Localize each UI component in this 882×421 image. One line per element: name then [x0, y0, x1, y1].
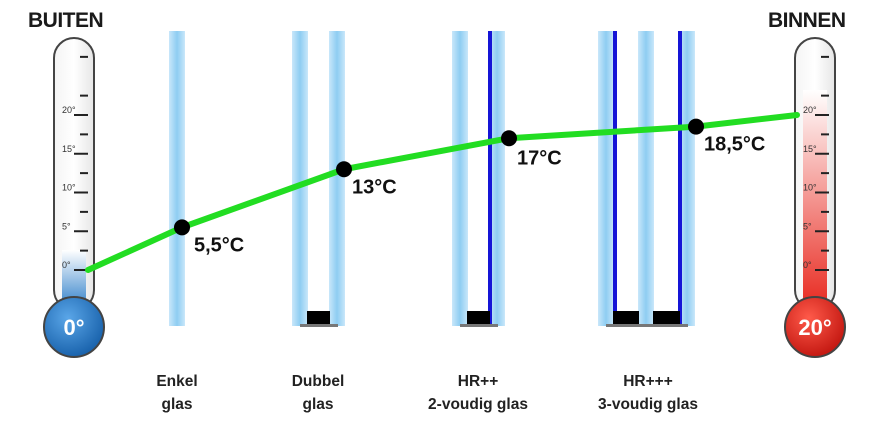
glass-dubbel [292, 31, 345, 327]
spacer [307, 311, 330, 326]
outside-thermometer: 0° 5° 10° 15° 20° 0° [43, 37, 105, 358]
glass-pane [638, 31, 654, 326]
caption-dubbel-line2: glas [302, 396, 333, 413]
glass-enkel [169, 31, 185, 326]
glass-hr-plus-plus-plus [598, 31, 695, 327]
outside-scale-label: 5° [62, 221, 71, 231]
temperature-point [336, 161, 352, 178]
inside-scale-label: 10° [803, 183, 817, 193]
inside-scale-label: 5° [803, 221, 812, 231]
inside-thermometer: 0° 5° 10° 15° 20° 20° [784, 37, 846, 358]
temperature-point [501, 130, 517, 147]
caption-hr3-line1: HR+++ [623, 373, 673, 390]
temperature-label: 18,5°C [704, 134, 765, 156]
temperature-label: 17°C [517, 147, 562, 169]
glass-pane [329, 31, 345, 326]
caption-enkel-line1: Enkel [156, 373, 197, 390]
temperature-point [688, 118, 704, 135]
inside-bulb-label: 20° [798, 315, 831, 340]
glass-pane [489, 31, 505, 326]
caption-hr2-line1: HR++ [458, 373, 499, 390]
spacer [467, 311, 490, 326]
glass-pane [679, 31, 695, 326]
outside-scale-label: 20° [62, 105, 76, 115]
temperature-label: 5,5°C [194, 234, 244, 256]
caption-hr3-line2: 3-voudig glas [598, 396, 698, 413]
glass-pane [452, 31, 468, 326]
inside-title: BINNEN [768, 9, 846, 32]
temperature-curve [85, 112, 800, 273]
outside-thermometer-bulb [43, 296, 105, 358]
inside-scale-label: 0° [803, 260, 812, 270]
inside-scale-label: 20° [803, 105, 817, 115]
caption-hr2-line2: 2-voudig glas [428, 396, 528, 413]
glass-pane [292, 31, 308, 326]
caption-dubbel-line1: Dubbel [292, 373, 345, 390]
temperature-label: 13°C [352, 176, 397, 198]
coating-line [678, 31, 682, 326]
inside-scale-label: 15° [803, 144, 817, 154]
glass-pane [598, 31, 614, 326]
outside-title: BUITEN [28, 9, 103, 32]
glass-pane [169, 31, 185, 326]
coating-line [488, 31, 492, 326]
caption-enkel-line2: glas [161, 396, 192, 413]
outside-scale-label: 10° [62, 183, 76, 193]
outside-bulb-label: 0° [63, 315, 84, 340]
outside-scale-label: 0° [62, 260, 71, 270]
spacer [653, 311, 680, 326]
coating-line [613, 31, 617, 326]
spacer [613, 311, 639, 326]
temperature-point [174, 219, 190, 236]
inside-thermometer-bulb [784, 296, 846, 358]
outside-scale-label: 15° [62, 144, 76, 154]
glass-hr-plus-plus [452, 31, 505, 327]
